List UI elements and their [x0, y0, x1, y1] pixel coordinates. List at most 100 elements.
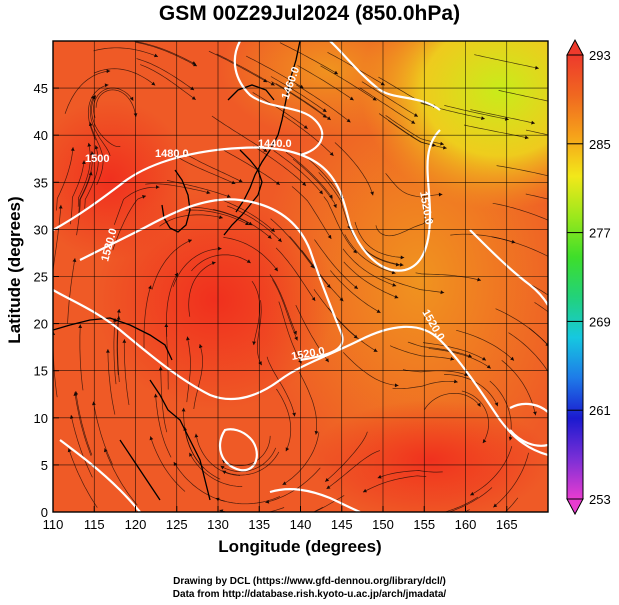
- streamline: [222, 435, 271, 466]
- streamline: [334, 142, 374, 196]
- y-tick-label: 40: [34, 128, 48, 143]
- streamline: [93, 47, 159, 58]
- streamline: [208, 50, 268, 83]
- longitude-axis: 110 115 120 125 130 135 140 145 150 155 160 165: [43, 506, 518, 532]
- temperature-field: [53, 41, 548, 525]
- streamline-arrow: [105, 349, 110, 353]
- y-tick-label: 10: [34, 411, 48, 426]
- streamline: [218, 198, 276, 233]
- streamline-arrow: [373, 348, 378, 352]
- streamline: [79, 324, 84, 391]
- streamline: [273, 150, 324, 195]
- streamline-arrow: [148, 285, 152, 290]
- streamline-arrow: [453, 379, 458, 384]
- streamline: [56, 147, 74, 211]
- streamline: [324, 431, 368, 482]
- streamline: [528, 327, 548, 346]
- y-tick-label: 15: [34, 364, 48, 379]
- streamline: [136, 58, 195, 91]
- streamline: [323, 196, 358, 254]
- streamline: [492, 202, 548, 221]
- streamline: [195, 433, 241, 476]
- streamline: [361, 81, 419, 117]
- streamline-arrow: [72, 258, 77, 263]
- streamline-arrow: [252, 341, 256, 346]
- x-tick-label: 150: [372, 517, 394, 532]
- streamline: [87, 84, 109, 141]
- streamline: [223, 237, 279, 272]
- streamline-arrow: [194, 433, 199, 438]
- streamline-arrow: [353, 334, 358, 339]
- streamline: [385, 173, 443, 198]
- streamline-arrow: [246, 259, 251, 264]
- height-contours: [53, 41, 548, 512]
- streamline-arrow: [292, 412, 296, 417]
- streamline-arrow: [122, 339, 127, 343]
- streamline: [215, 496, 281, 505]
- streamline-arrow: [399, 262, 404, 267]
- streamline: [343, 352, 399, 386]
- streamline: [278, 301, 302, 364]
- streamline: [64, 70, 111, 114]
- streamline-arrow: [88, 122, 93, 127]
- streamline: [422, 342, 487, 361]
- streamline: [211, 115, 268, 153]
- streamline-arrow: [104, 83, 109, 88]
- colorbar-tick-label: 293: [589, 48, 611, 63]
- contour-label: 1500: [85, 153, 109, 165]
- streamline: [344, 234, 396, 274]
- streamline-arrow: [70, 147, 75, 151]
- streamline-arrow: [353, 285, 358, 289]
- x-tick-label: 160: [455, 517, 477, 532]
- streamline-arrow: [155, 185, 160, 189]
- streamline-arrow: [129, 96, 134, 101]
- streamline: [272, 279, 298, 341]
- streamline-arrow: [442, 145, 447, 150]
- streamline: [359, 87, 416, 124]
- streamline: [389, 345, 455, 360]
- streamline: [253, 145, 307, 187]
- streamline: [113, 318, 117, 385]
- streamline: [314, 239, 359, 290]
- streamline-arrow: [238, 178, 243, 183]
- streamline-arrow: [263, 148, 268, 152]
- streamline-arrow: [270, 81, 275, 86]
- streamline: [113, 186, 160, 225]
- streamline: [70, 160, 85, 225]
- lat-lon-grid: [52, 41, 548, 513]
- x-tick-label: 140: [290, 517, 312, 532]
- x-tick-label: 115: [84, 517, 105, 532]
- streamline-arrow: [193, 62, 198, 67]
- streamline-arrow: [275, 181, 280, 185]
- streamline: [534, 302, 548, 313]
- streamline-arrow: [248, 221, 253, 226]
- streamline: [186, 336, 191, 403]
- streamline-arrow: [325, 477, 330, 482]
- streamline: [292, 158, 337, 209]
- streamline-arrow: [285, 521, 289, 525]
- streamline-arrow: [174, 272, 179, 277]
- colorbar-tick-label: 269: [589, 314, 611, 329]
- streamline-arrow: [413, 113, 418, 117]
- streamline-arrow: [394, 294, 399, 299]
- streamline-arrow: [395, 262, 400, 267]
- streamline: [470, 446, 513, 496]
- y-tick-label: 5: [41, 458, 48, 473]
- streamline-arrow: [226, 194, 231, 198]
- streamline-arrow: [58, 204, 63, 209]
- streamline: [275, 247, 316, 302]
- streamline-arrow: [531, 120, 535, 125]
- streamline-arrow: [326, 116, 331, 120]
- streamline-arrow: [285, 447, 290, 452]
- streamline: [498, 90, 548, 102]
- streamline: [448, 487, 493, 512]
- streamline-arrow: [153, 393, 158, 398]
- streamline-arrow: [372, 96, 377, 101]
- streamline-arrow: [90, 151, 95, 156]
- streamline: [289, 236, 331, 289]
- streamline-arrow: [314, 430, 319, 435]
- streamline: [362, 475, 427, 493]
- streamline: [450, 233, 516, 244]
- streamline-arrow: [362, 488, 367, 493]
- streamline-arrow: [218, 246, 222, 251]
